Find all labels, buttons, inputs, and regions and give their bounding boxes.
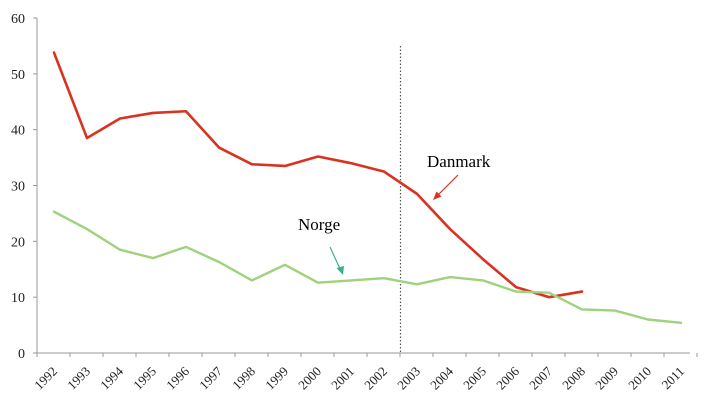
annotation-arrow-norge	[329, 246, 342, 272]
x-tick-label: 2006	[493, 363, 522, 392]
x-tick-label: 1995	[130, 364, 159, 393]
x-tick-label: 2002	[361, 364, 390, 393]
x-tick-label: 1996	[163, 363, 192, 392]
x-tick-label: 2000	[295, 364, 324, 393]
y-axis: 0 10 20 30 40 50 60	[11, 12, 38, 362]
series-line-danmark	[52, 51, 584, 299]
x-tick-label: 1994	[97, 363, 126, 392]
annotation-norge: Norge	[298, 215, 340, 234]
x-tick-label: 2011	[658, 364, 687, 393]
x-tick-label: 2009	[592, 364, 621, 393]
series-layer	[52, 51, 683, 325]
x-tick-label: 2005	[460, 364, 489, 393]
y-tick-label: 60	[11, 12, 25, 27]
x-tick-label: 1993	[64, 364, 93, 393]
x-axis: 1992 1993 1994 1995 1996 1997 1998 1999 2000 2001…	[31, 352, 698, 393]
y-tick-label: 30	[11, 180, 25, 195]
x-tick-label: 2008	[559, 364, 588, 393]
x-tick-label: 2004	[427, 363, 456, 392]
y-tick-label: 0	[18, 347, 25, 362]
annotation-arrowhead-danmark	[433, 191, 442, 200]
annotation-arrowhead-norge	[336, 266, 344, 275]
x-tick-label: 2001	[328, 364, 357, 393]
x-tick-label: 1992	[31, 364, 60, 393]
y-tick-label: 20	[11, 235, 25, 250]
annotation-danmark: Danmark	[427, 152, 491, 171]
x-tick-label: 1999	[262, 364, 291, 393]
series-line-norge	[52, 210, 683, 325]
x-tick-label: 1997	[196, 363, 225, 392]
x-tick-label: 2003	[394, 364, 423, 393]
y-tick-label: 40	[11, 124, 25, 139]
y-tick-label: 50	[11, 68, 25, 83]
y-tick-label: 10	[11, 291, 25, 306]
x-tick-label: 2007	[526, 363, 555, 392]
x-tick-label: 2010	[625, 364, 654, 393]
annotation-arrow-danmark	[435, 174, 459, 198]
x-tick-label: 1998	[229, 364, 258, 393]
